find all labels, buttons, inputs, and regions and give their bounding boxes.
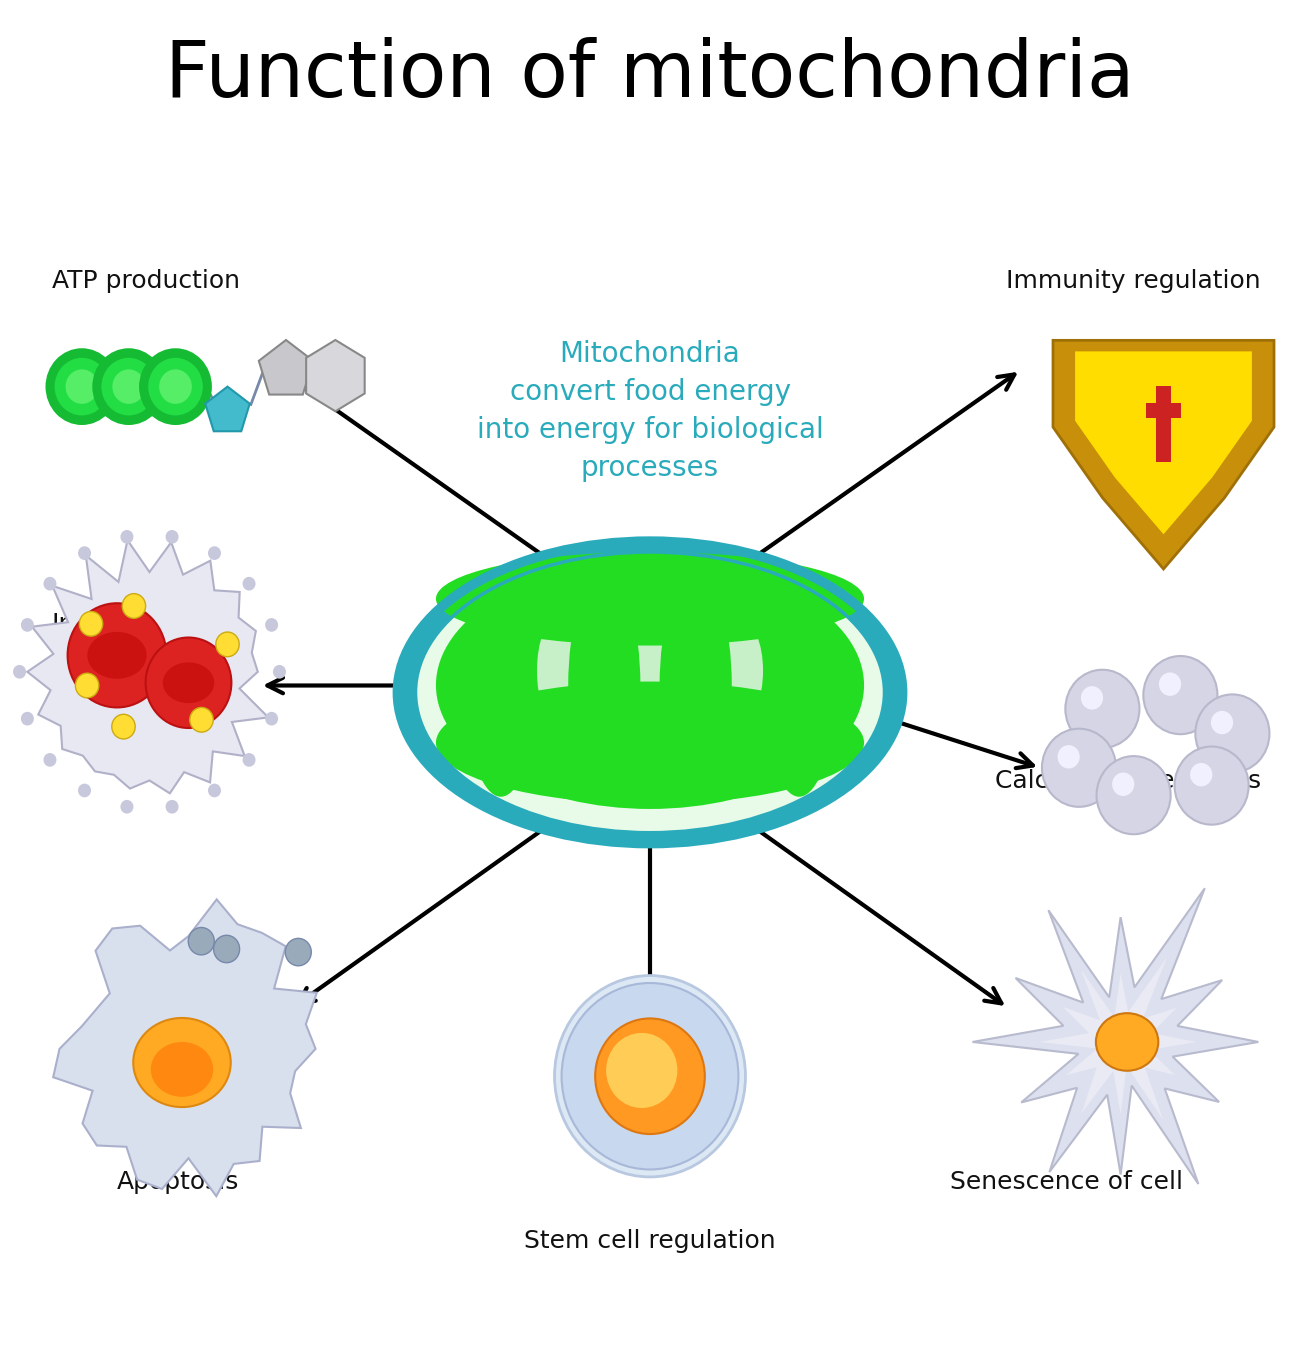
Circle shape <box>21 712 34 725</box>
Circle shape <box>146 638 231 728</box>
Circle shape <box>112 714 135 739</box>
Text: Stem cell regulation: Stem cell regulation <box>524 1228 776 1253</box>
Ellipse shape <box>436 681 864 803</box>
Polygon shape <box>27 540 268 794</box>
Circle shape <box>273 665 286 679</box>
Circle shape <box>121 531 134 544</box>
Circle shape <box>122 594 146 618</box>
Ellipse shape <box>1096 1013 1158 1071</box>
Circle shape <box>1065 670 1139 749</box>
Circle shape <box>265 712 278 725</box>
Polygon shape <box>972 888 1258 1185</box>
Circle shape <box>92 348 165 425</box>
Circle shape <box>55 358 109 415</box>
Circle shape <box>159 369 192 404</box>
Ellipse shape <box>151 1042 213 1097</box>
Circle shape <box>1196 694 1269 773</box>
Ellipse shape <box>720 620 763 721</box>
Text: Calcium homeostasis: Calcium homeostasis <box>994 769 1261 794</box>
Circle shape <box>78 546 91 559</box>
Ellipse shape <box>436 561 864 809</box>
Circle shape <box>101 358 156 415</box>
Circle shape <box>165 531 178 544</box>
Circle shape <box>190 707 213 732</box>
Text: ATP production: ATP production <box>52 269 240 293</box>
Circle shape <box>13 665 26 679</box>
Ellipse shape <box>465 573 537 797</box>
Circle shape <box>265 618 278 632</box>
Bar <box>1157 387 1171 462</box>
Circle shape <box>606 1032 677 1108</box>
Polygon shape <box>306 340 365 411</box>
Circle shape <box>1190 762 1213 787</box>
Circle shape <box>213 935 239 962</box>
Text: Apoptosis: Apoptosis <box>117 1169 239 1194</box>
Circle shape <box>1144 657 1217 735</box>
Polygon shape <box>259 340 313 395</box>
Circle shape <box>112 369 146 404</box>
Circle shape <box>43 577 56 591</box>
Circle shape <box>1175 746 1248 824</box>
Ellipse shape <box>659 573 732 797</box>
Text: Inflammation: Inflammation <box>52 611 218 636</box>
Circle shape <box>208 546 221 559</box>
Ellipse shape <box>436 553 864 646</box>
Text: Immunity regulation: Immunity regulation <box>1006 269 1261 293</box>
Circle shape <box>121 799 134 813</box>
Ellipse shape <box>87 632 147 679</box>
Circle shape <box>1057 744 1080 769</box>
Text: Senescence of cell: Senescence of cell <box>950 1169 1183 1194</box>
Circle shape <box>43 753 56 766</box>
Circle shape <box>68 603 166 707</box>
Ellipse shape <box>568 573 641 797</box>
Circle shape <box>216 632 239 657</box>
Polygon shape <box>1053 340 1274 569</box>
Circle shape <box>243 577 256 591</box>
Text: Mitochondria
convert food energy
into energy for biological
processes: Mitochondria convert food energy into en… <box>477 340 823 483</box>
Circle shape <box>285 938 311 965</box>
Polygon shape <box>1075 351 1252 535</box>
Circle shape <box>79 611 103 636</box>
Circle shape <box>562 983 738 1169</box>
Circle shape <box>78 784 91 798</box>
Circle shape <box>165 799 178 813</box>
Circle shape <box>1043 729 1117 806</box>
Ellipse shape <box>628 613 672 728</box>
Circle shape <box>148 358 203 415</box>
Circle shape <box>46 348 118 425</box>
Circle shape <box>595 1019 705 1134</box>
Ellipse shape <box>133 1017 231 1108</box>
Circle shape <box>208 784 221 798</box>
Ellipse shape <box>162 662 214 703</box>
Circle shape <box>1158 672 1182 696</box>
Bar <box>1145 403 1182 418</box>
Circle shape <box>21 618 34 632</box>
Circle shape <box>1096 757 1170 834</box>
Circle shape <box>243 753 256 766</box>
Polygon shape <box>205 387 250 432</box>
Circle shape <box>65 369 99 404</box>
Ellipse shape <box>416 553 884 832</box>
Circle shape <box>139 348 212 425</box>
Ellipse shape <box>763 573 835 797</box>
Circle shape <box>1080 686 1104 710</box>
Circle shape <box>1210 710 1234 735</box>
Polygon shape <box>1039 957 1196 1120</box>
Circle shape <box>1112 772 1135 797</box>
Ellipse shape <box>537 617 580 725</box>
Circle shape <box>75 673 99 698</box>
Polygon shape <box>53 899 317 1196</box>
Ellipse shape <box>398 542 902 843</box>
Circle shape <box>555 976 745 1176</box>
Text: Function of mitochondria: Function of mitochondria <box>165 37 1135 114</box>
Circle shape <box>188 928 215 956</box>
